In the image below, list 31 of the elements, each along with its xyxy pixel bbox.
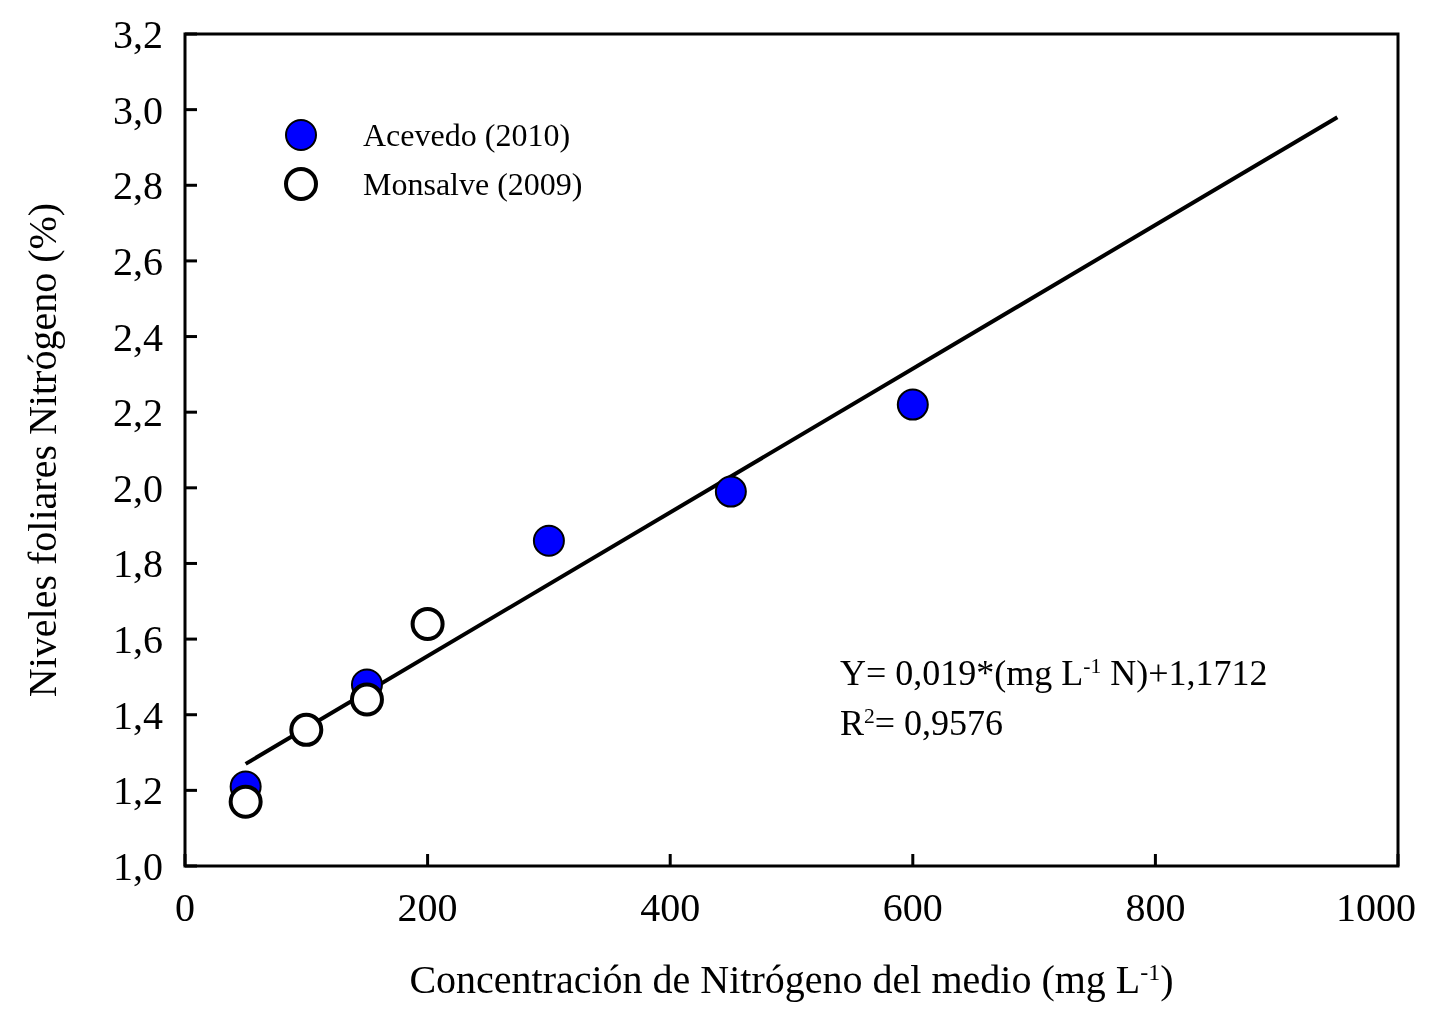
x-axis-title: Concentración de Nitrógeno del medio (mg L$^{-1}$) — [409, 957, 1174, 1002]
y-tick-label: 2,4 — [113, 314, 163, 360]
point — [228, 784, 263, 819]
x-tick-label: 800 — [1125, 885, 1186, 930]
y-tick-label: 1,8 — [113, 541, 163, 587]
annotation: R$^{2}$= 0,9576 — [840, 703, 1004, 743]
point — [349, 682, 384, 717]
x-tick-label: 400 — [640, 885, 701, 930]
legend-label: Monsalve (2009) — [363, 166, 583, 203]
y-tick-label: 3,2 — [113, 12, 163, 57]
x-tick-label: 0 — [175, 885, 195, 930]
y-tick-label: 2,6 — [113, 238, 163, 284]
y-tick-label: 2,8 — [113, 163, 163, 209]
y-tick-label: 3,0 — [113, 87, 163, 133]
y-axis-title: Niveles foliares Nitrógeno (%) — [20, 202, 65, 698]
annotation: Y= 0,019*(mg L$^{-1}$ N)+1,1712 — [840, 653, 1268, 693]
y-tick-label: 1,2 — [113, 768, 163, 814]
y-tick-label: 2,0 — [113, 465, 163, 511]
y-tick-label: 1,0 — [113, 844, 163, 889]
point — [532, 524, 565, 557]
point — [289, 712, 324, 747]
x-tick-label: 200 — [397, 885, 458, 930]
y-tick-label: 2,2 — [113, 390, 163, 436]
legend-label: Acevedo (2010) — [363, 117, 571, 154]
point — [896, 388, 929, 421]
point — [410, 606, 445, 641]
point — [714, 475, 747, 508]
x-tick-label: 600 — [882, 885, 943, 930]
y-tick-label: 1,6 — [113, 617, 163, 663]
x-tick-label: 1000 — [1336, 885, 1416, 930]
y-tick-label: 1,4 — [113, 692, 163, 738]
